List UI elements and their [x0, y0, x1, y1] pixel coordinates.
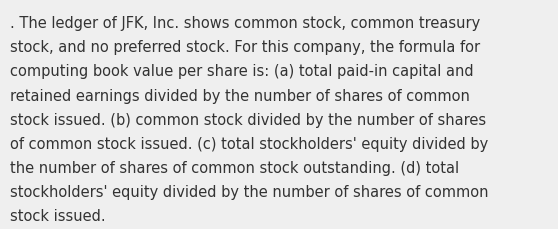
Text: the number of shares of common stock outstanding. (d) total: the number of shares of common stock out… — [10, 160, 459, 175]
Text: stockholders' equity divided by the number of shares of common: stockholders' equity divided by the numb… — [10, 184, 489, 199]
Text: . The ledger of JFK, Inc. shows common stock, common treasury: . The ledger of JFK, Inc. shows common s… — [10, 16, 480, 31]
Text: of common stock issued. (c) total stockholders' equity divided by: of common stock issued. (c) total stockh… — [10, 136, 488, 151]
Text: retained earnings divided by the number of shares of common: retained earnings divided by the number … — [10, 88, 470, 103]
Text: stock, and no preferred stock. For this company, the formula for: stock, and no preferred stock. For this … — [10, 40, 480, 55]
Text: stock issued.: stock issued. — [10, 208, 105, 223]
Text: computing book value per share is: (a) total paid-in capital and: computing book value per share is: (a) t… — [10, 64, 474, 79]
Text: stock issued. (b) common stock divided by the number of shares: stock issued. (b) common stock divided b… — [10, 112, 486, 127]
